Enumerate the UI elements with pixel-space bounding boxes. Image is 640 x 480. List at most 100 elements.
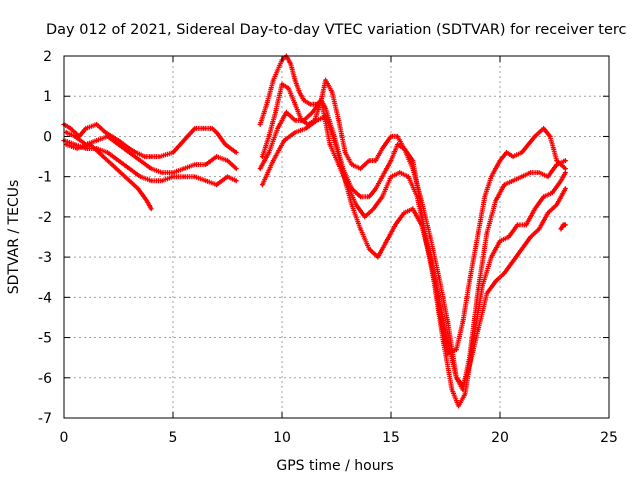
data-point xyxy=(359,227,362,231)
data-point xyxy=(533,135,537,138)
data-point xyxy=(328,143,332,146)
x-tick-label: 5 xyxy=(169,430,178,446)
y-axis-label: SDTVAR / TECUs xyxy=(6,180,22,295)
y-tick-label: -6 xyxy=(38,371,52,387)
data-point xyxy=(489,175,493,179)
data-point xyxy=(481,283,484,287)
data-point xyxy=(311,110,314,114)
data-point xyxy=(559,227,563,231)
data-point xyxy=(537,227,541,231)
data-point xyxy=(64,143,68,146)
data-point xyxy=(394,223,397,227)
data-point xyxy=(389,135,393,138)
data-point xyxy=(136,187,140,191)
data-point xyxy=(457,404,460,408)
data-point xyxy=(359,167,362,171)
data-point xyxy=(367,247,371,251)
data-point xyxy=(267,151,271,154)
x-tick-label: 15 xyxy=(382,430,400,446)
data-point xyxy=(450,388,454,392)
series-markers xyxy=(257,97,568,409)
data-point xyxy=(158,155,162,159)
data-point xyxy=(234,167,238,171)
data-point xyxy=(127,167,131,171)
data-point xyxy=(73,143,77,146)
data-point xyxy=(293,119,297,122)
data-point xyxy=(350,203,354,207)
data-point xyxy=(524,223,528,227)
data-point xyxy=(463,392,467,396)
data-point xyxy=(332,139,336,142)
data-point xyxy=(134,151,138,154)
series-track xyxy=(61,121,239,160)
data-point xyxy=(287,86,290,90)
data-point xyxy=(564,171,567,175)
data-point xyxy=(455,348,458,351)
data-point xyxy=(143,155,147,159)
data-point xyxy=(420,199,423,203)
data-point xyxy=(402,147,406,150)
data-point xyxy=(234,151,238,154)
data-point xyxy=(319,98,323,102)
data-point xyxy=(289,62,293,66)
data-point xyxy=(537,171,541,175)
data-point xyxy=(359,195,362,199)
data-point xyxy=(511,155,515,159)
data-point xyxy=(350,163,354,167)
data-point xyxy=(285,110,288,114)
data-point xyxy=(511,259,515,263)
y-tick-label: -7 xyxy=(38,411,52,427)
data-point xyxy=(363,215,367,219)
data-point xyxy=(520,175,524,179)
data-point xyxy=(271,159,275,163)
data-point xyxy=(420,223,423,227)
data-point xyxy=(455,376,458,380)
data-point xyxy=(542,195,545,199)
data-point xyxy=(407,175,410,179)
data-points xyxy=(61,53,568,409)
data-point xyxy=(282,139,286,142)
data-point xyxy=(494,279,497,283)
data-point xyxy=(437,295,441,299)
data-point xyxy=(411,167,415,171)
data-point xyxy=(485,231,489,235)
data-point xyxy=(533,207,537,211)
data-point xyxy=(114,167,118,171)
data-point xyxy=(202,126,205,130)
data-point xyxy=(489,255,493,259)
data-point xyxy=(507,235,511,239)
data-point xyxy=(555,203,559,207)
data-point xyxy=(171,171,175,175)
data-point xyxy=(75,147,79,150)
data-point xyxy=(376,255,380,259)
data-point xyxy=(548,135,552,138)
series-track xyxy=(63,142,154,212)
x-tick-label: 10 xyxy=(273,430,291,446)
data-point xyxy=(265,102,269,106)
data-point xyxy=(223,143,227,146)
data-point xyxy=(398,171,402,175)
data-point xyxy=(526,143,530,146)
data-point xyxy=(505,151,508,154)
data-point xyxy=(88,143,92,146)
data-point xyxy=(101,155,105,159)
data-point xyxy=(564,167,567,171)
chart-title: Day 012 of 2021, Sidereal Day-to-day VTE… xyxy=(46,22,627,38)
data-point xyxy=(555,163,559,167)
y-tick-label: 0 xyxy=(43,129,52,145)
y-tick-label: -1 xyxy=(38,170,52,186)
data-point xyxy=(337,119,341,122)
data-point xyxy=(415,195,419,199)
data-point xyxy=(374,159,378,163)
y-tick-label: -2 xyxy=(38,210,52,226)
grid xyxy=(64,56,609,418)
data-point xyxy=(389,159,393,163)
data-point xyxy=(367,195,371,199)
series-track xyxy=(257,97,568,409)
data-point xyxy=(396,143,399,146)
data-point xyxy=(64,131,68,134)
data-point xyxy=(117,139,120,142)
data-point xyxy=(476,328,480,331)
data-point xyxy=(104,131,107,134)
data-point xyxy=(511,179,515,183)
